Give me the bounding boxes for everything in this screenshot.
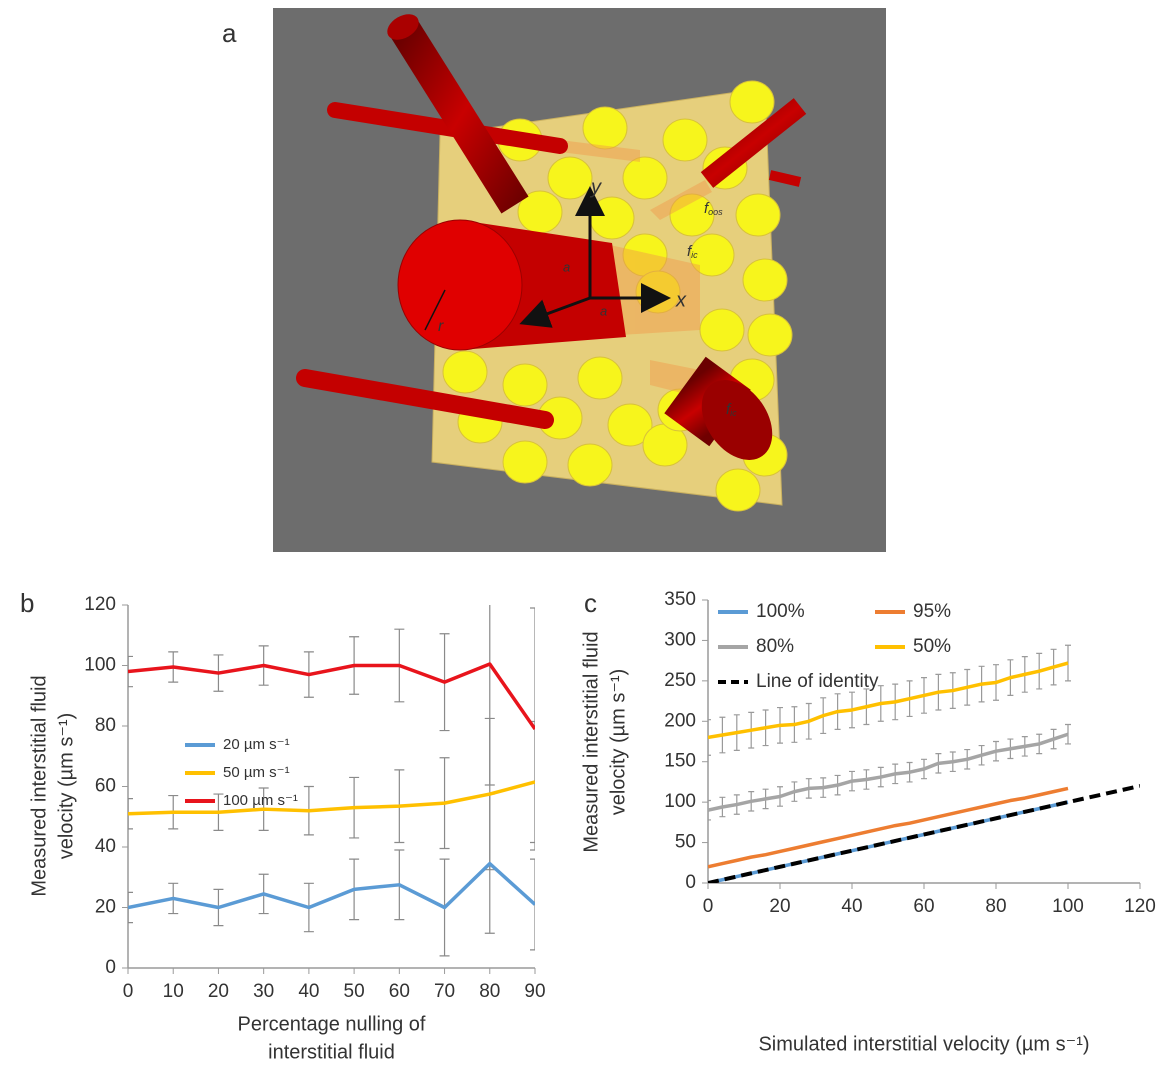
y-tick-label: 0: [685, 872, 696, 893]
legend-label: Line of identity: [756, 671, 879, 692]
panel-label: a: [222, 18, 237, 48]
y-tick-label: 50: [675, 832, 696, 853]
x-tick-label: 40: [841, 896, 862, 917]
y-tick-label: 60: [95, 776, 116, 797]
x-tick-label: 100: [1052, 896, 1084, 917]
plot-area: [123, 543, 540, 956]
x-axis-title: interstitial fluid: [268, 1041, 395, 1063]
symbol: r: [438, 318, 444, 335]
legend-label: 95%: [913, 601, 951, 622]
y-tick-label: 150: [664, 751, 696, 772]
x-tick-label: 80: [479, 981, 500, 1002]
y-tick-label: 200: [664, 710, 696, 731]
y-tick-label: 120: [84, 594, 116, 615]
x-tick-label: 0: [123, 981, 134, 1002]
x-tick-label: 40: [298, 981, 319, 1002]
y-tick-label: 100: [664, 791, 696, 812]
x-tick-label: 20: [769, 896, 790, 917]
y-tick-label: 0: [105, 957, 116, 978]
x-tick-label: 60: [913, 896, 934, 917]
illustration: a: [222, 8, 886, 552]
force-subscript: ic: [691, 250, 698, 260]
symbol: a: [600, 303, 607, 318]
symbol: a: [563, 259, 570, 274]
y-tick-label: 300: [664, 629, 696, 650]
x-tick-label: 30: [253, 981, 274, 1002]
force-subscript: ic: [730, 408, 737, 418]
x-tick-label: 70: [434, 981, 455, 1002]
x-tick-label: 10: [163, 981, 184, 1002]
force-subscript: oos: [708, 207, 723, 217]
y-axis-title: Measured interstitial fluid: [580, 631, 602, 852]
y-axis-title: Measured interstitial fluid: [28, 675, 50, 896]
y-tick-label: 40: [95, 836, 116, 857]
y-axis-title: velocity (µm s⁻¹): [55, 713, 77, 860]
y-axis-title: velocity (µm s⁻¹): [607, 669, 629, 816]
y-tick-label: 100: [84, 655, 116, 676]
series-line: [128, 782, 535, 814]
y-tick-label: 20: [95, 897, 116, 918]
legend-label: 50 µm s⁻¹: [223, 764, 290, 781]
x-axis-title: Simulated interstitial velocity (µm s⁻¹): [758, 1033, 1089, 1055]
legend-label: 20 µm s⁻¹: [223, 736, 290, 753]
legend-label: 100 µm s⁻¹: [223, 792, 298, 809]
x-tick-label: 20: [208, 981, 229, 1002]
y-tick-label: 80: [95, 715, 116, 736]
series-line: [128, 864, 535, 908]
legend-label: 50%: [913, 636, 951, 657]
x-tick-label: 120: [1124, 896, 1156, 917]
axis-label: y: [589, 176, 602, 198]
x-tick-label: 60: [389, 981, 410, 1002]
y-tick-label: 350: [664, 589, 696, 610]
x-axis-title: Percentage nulling of: [238, 1013, 426, 1035]
legend-label: 100%: [756, 601, 805, 622]
y-tick-label: 250: [664, 670, 696, 691]
panel-label: c: [584, 588, 597, 618]
axis-label: x: [675, 289, 687, 311]
x-tick-label: 80: [985, 896, 1006, 917]
panel-label: b: [20, 588, 34, 618]
x-tick-label: 0: [703, 896, 714, 917]
legend-label: 80%: [756, 636, 794, 657]
x-tick-label: 90: [524, 981, 545, 1002]
figure: a: [0, 0, 1171, 1068]
series-line: [128, 664, 535, 729]
x-tick-label: 50: [344, 981, 365, 1002]
